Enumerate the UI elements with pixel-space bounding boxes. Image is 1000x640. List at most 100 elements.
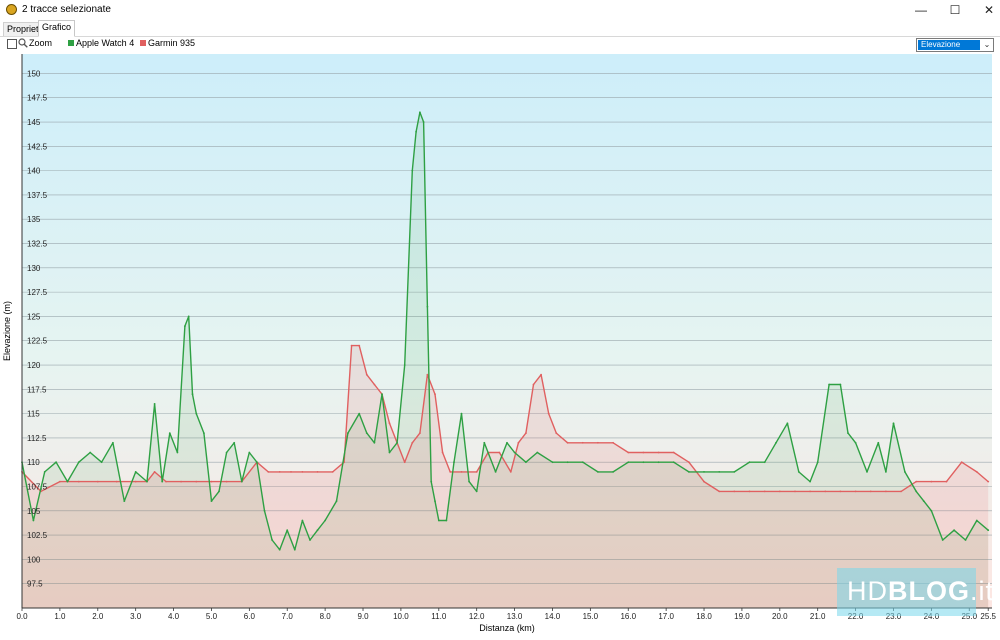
metric-select-value: Elevazione <box>918 40 980 50</box>
data-point <box>809 490 811 493</box>
data-point <box>180 480 183 483</box>
data-point <box>642 451 645 454</box>
series-lines <box>21 111 990 551</box>
x-tick-label: 9.0 <box>357 612 369 621</box>
data-point <box>203 432 205 434</box>
data-point <box>775 441 777 444</box>
y-tick-label: 142.5 <box>27 142 48 151</box>
data-point <box>225 480 228 483</box>
data-point <box>941 539 944 541</box>
data-point <box>430 480 433 483</box>
x-tick-label: 19.0 <box>734 612 750 621</box>
data-point <box>536 451 539 454</box>
x-tick-label: 25.5 <box>980 612 996 621</box>
data-point <box>612 471 614 473</box>
tab-grafico[interactable]: Grafico <box>38 20 76 37</box>
x-tick-label: 25.0 <box>961 612 977 621</box>
y-tick-label: 105 <box>27 507 41 516</box>
y-tick-label: 122.5 <box>27 337 48 346</box>
data-point <box>301 519 304 522</box>
x-tick-label: 0.0 <box>16 612 28 621</box>
y-tick-label: 102.5 <box>27 531 48 540</box>
data-point <box>794 490 796 493</box>
data-point <box>335 500 338 502</box>
data-point <box>688 461 690 464</box>
x-tick-label: 11.0 <box>431 612 447 621</box>
data-point <box>59 480 61 483</box>
close-button[interactable]: ✕ <box>983 3 995 17</box>
x-tick-label: 21.0 <box>810 612 826 621</box>
data-point <box>839 490 842 493</box>
data-point <box>657 461 660 464</box>
x-tick-label: 17.0 <box>658 612 674 621</box>
data-point <box>854 490 857 493</box>
data-point <box>597 471 599 473</box>
data-point <box>839 383 842 386</box>
data-point <box>449 471 452 473</box>
y-axis-label: Elevazione (m) <box>2 301 12 361</box>
zoom-checkbox[interactable] <box>7 39 17 49</box>
data-point <box>358 412 361 415</box>
data-point <box>422 121 425 123</box>
data-point <box>688 471 690 473</box>
x-tick-label: 15.0 <box>583 612 599 621</box>
data-point <box>225 451 228 454</box>
data-point <box>828 383 830 386</box>
data-point <box>195 480 198 483</box>
data-point <box>381 393 383 396</box>
data-point <box>525 461 527 464</box>
data-point <box>100 461 103 464</box>
data-point <box>532 383 535 386</box>
data-point <box>77 480 80 483</box>
data-point <box>733 490 736 493</box>
metric-select[interactable]: Elevazione ⌄ <box>916 38 994 52</box>
data-point <box>290 471 292 473</box>
data-point <box>415 130 417 133</box>
data-point <box>168 432 171 434</box>
series-area-0 <box>22 112 989 609</box>
data-point <box>460 412 463 415</box>
data-point <box>218 490 220 493</box>
data-point <box>373 383 376 386</box>
data-point <box>441 451 444 454</box>
data-point <box>358 344 361 347</box>
y-tick-label: 150 <box>27 69 41 78</box>
data-point <box>763 490 766 493</box>
maximize-button[interactable]: ☐ <box>949 3 961 17</box>
watermark-logo: HDBLOG.it <box>847 576 995 606</box>
data-point <box>475 471 478 473</box>
data-point <box>373 441 376 444</box>
y-tick-label: 112.5 <box>27 434 47 443</box>
data-point <box>396 441 398 444</box>
x-tick-label: 6.0 <box>244 612 256 621</box>
chevron-down-icon: ⌄ <box>983 40 991 49</box>
x-tick-label: 12.0 <box>469 612 485 621</box>
data-point <box>331 471 334 473</box>
data-point <box>809 480 811 483</box>
minimize-button[interactable]: — <box>915 3 927 17</box>
y-tick-label: 132.5 <box>27 240 48 249</box>
data-point <box>581 461 584 464</box>
data-point <box>271 539 273 541</box>
data-point <box>437 519 440 522</box>
data-point <box>267 471 270 473</box>
data-point <box>597 441 599 444</box>
data-point <box>43 471 46 473</box>
y-tick-label: 145 <box>27 118 41 127</box>
data-point <box>581 441 584 444</box>
data-point <box>987 480 990 483</box>
data-point <box>703 480 705 483</box>
data-point <box>153 471 156 473</box>
data-point <box>786 422 789 425</box>
data-point <box>513 451 516 454</box>
y-tick-label: 140 <box>27 167 41 176</box>
x-tick-label: 18.0 <box>696 612 712 621</box>
data-point <box>475 490 478 493</box>
tab-bar: Proprietà Grafico <box>0 20 1000 37</box>
data-point <box>434 393 436 396</box>
data-point <box>419 432 421 434</box>
data-point <box>153 403 156 405</box>
data-point <box>892 422 895 425</box>
data-point <box>748 461 751 464</box>
data-point <box>256 461 258 464</box>
